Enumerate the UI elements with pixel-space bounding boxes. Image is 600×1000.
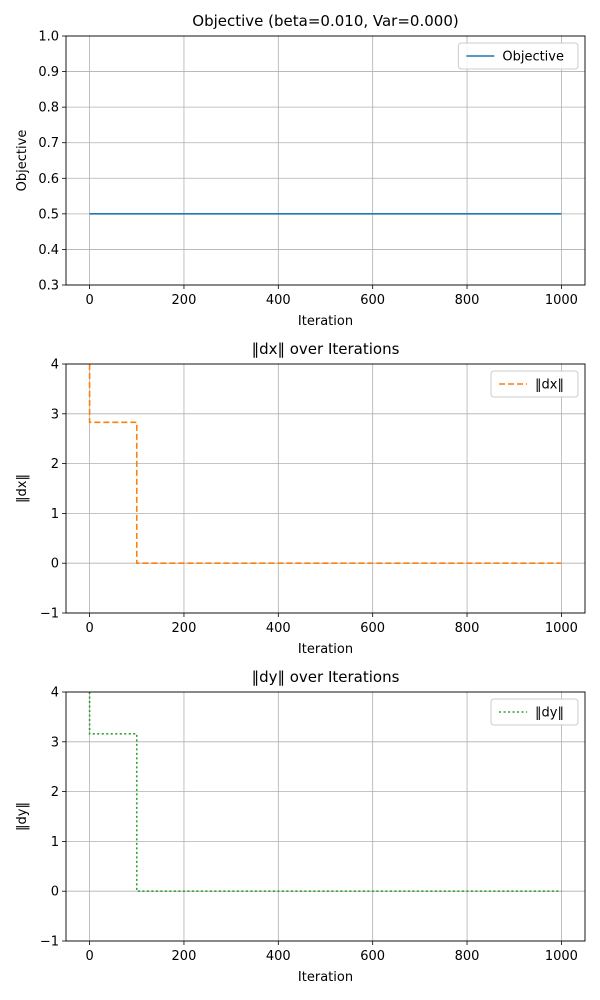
chart-title: Objective (beta=0.010, Var=0.000) bbox=[192, 12, 458, 30]
y-tick-label: −1 bbox=[40, 607, 59, 622]
x-tick-label: 600 bbox=[360, 949, 385, 964]
legend-box bbox=[457, 42, 579, 70]
legend: ‖dy‖ bbox=[490, 698, 579, 726]
y-tick-label: 0.7 bbox=[38, 136, 59, 151]
x-tick-label: 800 bbox=[455, 293, 480, 308]
y-axis-label: Objective bbox=[15, 130, 30, 192]
y-axis-label: ‖dx‖ bbox=[15, 474, 30, 503]
x-axis-label: Iteration bbox=[298, 642, 353, 657]
y-tick-label: 0.5 bbox=[38, 207, 59, 222]
y-tick-label: 0 bbox=[51, 885, 59, 900]
plot-area bbox=[66, 36, 585, 285]
y-tick-label: 0.6 bbox=[38, 172, 59, 187]
x-tick-label: 400 bbox=[266, 621, 291, 636]
x-tick-label: 200 bbox=[172, 293, 197, 308]
axes-frame bbox=[65, 691, 586, 942]
legend: Objective bbox=[457, 42, 579, 70]
x-axis-label: Iteration bbox=[298, 970, 353, 985]
series-line-1 bbox=[88, 692, 562, 892]
y-tick-label: 1.0 bbox=[38, 30, 59, 45]
x-tick-label: 800 bbox=[455, 621, 480, 636]
x-tick-label: 0 bbox=[85, 293, 93, 308]
x-tick-label: 200 bbox=[172, 621, 197, 636]
y-tick-label: 1 bbox=[51, 507, 59, 522]
y-tick-label: 0.8 bbox=[38, 101, 59, 116]
chart-title: ‖dx‖ over Iterations bbox=[252, 340, 400, 358]
chart-panel-1: 0 200 400 600 800 1000 0.3 0.4 0.5 0.6 0.7 0.8 0.9 1.… bbox=[15, 12, 586, 329]
x-tick-label: 800 bbox=[455, 949, 480, 964]
chart-panel-3: 0 200 400 600 800 1000 −1 0 1 2 3 4 ‖dy‖ over Iterat… bbox=[15, 668, 586, 985]
legend-box bbox=[490, 698, 579, 726]
y-tick-label: 0.9 bbox=[38, 65, 59, 80]
axes-frame bbox=[65, 363, 586, 614]
y-axis-label: ‖dy‖ bbox=[15, 802, 30, 831]
x-tick-label: 1000 bbox=[545, 293, 578, 308]
y-tick-label: 0 bbox=[51, 557, 59, 572]
y-tick-label: 2 bbox=[51, 457, 59, 472]
x-tick-label: 0 bbox=[85, 621, 93, 636]
legend-label: ‖dx‖ bbox=[535, 378, 564, 393]
y-tick-label: 2 bbox=[51, 785, 59, 800]
chart-title: ‖dy‖ over Iterations bbox=[252, 668, 400, 686]
plot-area bbox=[66, 364, 585, 613]
x-tick-label: 200 bbox=[172, 949, 197, 964]
x-tick-label: 400 bbox=[266, 293, 291, 308]
y-tick-label: 1 bbox=[51, 835, 59, 850]
legend-label: ‖dy‖ bbox=[535, 706, 564, 721]
legend: ‖dx‖ bbox=[490, 370, 579, 398]
x-axis-label: Iteration bbox=[298, 314, 353, 329]
legend-label: Objective bbox=[502, 50, 564, 65]
y-tick-label: 0.3 bbox=[38, 279, 59, 294]
legend-box bbox=[490, 370, 579, 398]
plot-area bbox=[66, 692, 585, 941]
y-tick-label: 4 bbox=[51, 358, 59, 373]
x-tick-label: 1000 bbox=[545, 621, 578, 636]
x-tick-label: 600 bbox=[360, 293, 385, 308]
y-tick-label: 4 bbox=[51, 686, 59, 701]
x-tick-label: 600 bbox=[360, 621, 385, 636]
axes-frame bbox=[65, 35, 586, 286]
chart-panel-2: 0 200 400 600 800 1000 −1 0 1 2 3 4 ‖dx‖ over Iterat… bbox=[15, 340, 586, 657]
x-tick-label: 400 bbox=[266, 949, 291, 964]
x-tick-label: 0 bbox=[85, 949, 93, 964]
y-tick-label: 0.4 bbox=[38, 243, 59, 258]
x-tick-label: 1000 bbox=[545, 949, 578, 964]
y-tick-label: 3 bbox=[51, 735, 59, 750]
y-tick-label: −1 bbox=[40, 935, 59, 950]
series-line-1 bbox=[88, 364, 562, 564]
y-tick-label: 3 bbox=[51, 407, 59, 422]
